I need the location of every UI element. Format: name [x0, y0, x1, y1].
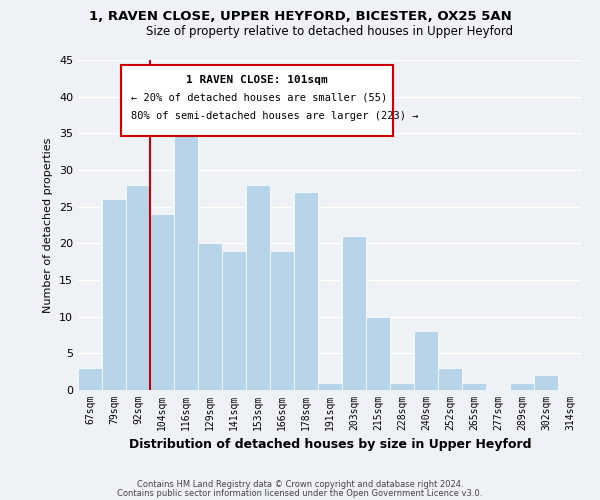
Text: 1, RAVEN CLOSE, UPPER HEYFORD, BICESTER, OX25 5AN: 1, RAVEN CLOSE, UPPER HEYFORD, BICESTER,…: [89, 10, 511, 23]
Bar: [294, 192, 318, 390]
Bar: [222, 250, 246, 390]
Bar: [246, 184, 270, 390]
Bar: [198, 244, 222, 390]
X-axis label: Distribution of detached houses by size in Upper Heyford: Distribution of detached houses by size …: [129, 438, 531, 452]
Text: 1 RAVEN CLOSE: 101sqm: 1 RAVEN CLOSE: 101sqm: [186, 75, 328, 85]
Bar: [366, 316, 390, 390]
Y-axis label: Number of detached properties: Number of detached properties: [43, 138, 53, 312]
Bar: [318, 382, 342, 390]
Bar: [126, 184, 150, 390]
Title: Size of property relative to detached houses in Upper Heyford: Size of property relative to detached ho…: [146, 25, 514, 38]
Text: Contains HM Land Registry data © Crown copyright and database right 2024.: Contains HM Land Registry data © Crown c…: [137, 480, 463, 489]
Bar: [174, 118, 198, 390]
Bar: [78, 368, 102, 390]
Bar: [390, 382, 414, 390]
Text: 80% of semi-detached houses are larger (223) →: 80% of semi-detached houses are larger (…: [131, 111, 418, 121]
Bar: [462, 382, 486, 390]
Bar: [270, 250, 294, 390]
Bar: [534, 376, 558, 390]
FancyBboxPatch shape: [121, 65, 393, 136]
Bar: [342, 236, 366, 390]
Bar: [102, 200, 126, 390]
Bar: [438, 368, 462, 390]
Text: ← 20% of detached houses are smaller (55): ← 20% of detached houses are smaller (55…: [131, 93, 387, 103]
Bar: [414, 332, 438, 390]
Bar: [510, 382, 534, 390]
Text: Contains public sector information licensed under the Open Government Licence v3: Contains public sector information licen…: [118, 488, 482, 498]
Bar: [150, 214, 174, 390]
